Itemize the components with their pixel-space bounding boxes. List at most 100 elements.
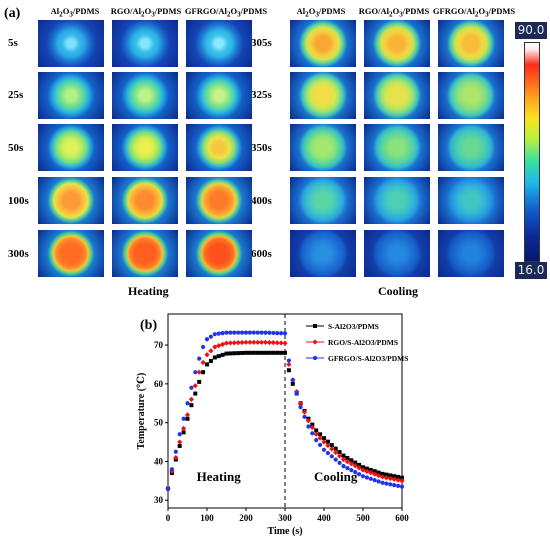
cooling-row-label: 325s xyxy=(251,89,272,101)
cooling-row-label: 400s xyxy=(251,195,272,207)
data-point xyxy=(329,446,335,452)
panel-b-label: (b) xyxy=(140,318,158,333)
thermal-image xyxy=(364,230,430,277)
data-point xyxy=(360,474,366,479)
thermal-image xyxy=(186,72,252,119)
data-point xyxy=(337,460,342,465)
data-point xyxy=(364,466,369,471)
x-tick-label: 0 xyxy=(166,513,171,523)
thermal-image xyxy=(186,177,252,224)
data-point xyxy=(197,379,202,384)
data-point xyxy=(196,369,202,375)
data-point xyxy=(204,352,210,358)
data-point xyxy=(357,462,362,467)
data-point xyxy=(197,356,202,361)
data-point xyxy=(399,478,405,484)
data-point xyxy=(305,418,311,424)
data-point xyxy=(259,339,265,345)
data-point xyxy=(379,474,386,480)
data-point xyxy=(251,330,256,335)
thermal-image xyxy=(38,20,104,67)
data-point xyxy=(231,340,237,346)
data-point xyxy=(309,424,315,431)
heating-row-label: 300s xyxy=(8,248,29,260)
data-point xyxy=(216,331,221,336)
data-point xyxy=(352,463,358,469)
data-point xyxy=(278,340,284,346)
data-point xyxy=(396,474,401,479)
data-point xyxy=(247,350,252,355)
thermal-image xyxy=(112,124,178,171)
data-point xyxy=(232,351,237,356)
data-point xyxy=(247,330,252,335)
data-point xyxy=(322,436,326,441)
heating-row-label: 100s xyxy=(8,195,29,207)
data-point xyxy=(325,442,331,449)
data-point xyxy=(294,391,299,396)
data-point xyxy=(239,339,245,346)
thermal-image xyxy=(438,72,504,119)
data-point xyxy=(337,450,342,455)
cooling-col-header-2: RGO/Al2O3/PDMS xyxy=(358,6,430,19)
data-point xyxy=(208,334,213,339)
data-point xyxy=(227,340,233,346)
thermal-image xyxy=(112,230,178,277)
data-point xyxy=(290,381,295,386)
legend-entry: RGO/S-Al2O3/PDMS xyxy=(328,338,398,347)
thermal-image xyxy=(38,124,104,171)
thermal-image xyxy=(290,177,356,224)
data-point xyxy=(349,468,354,473)
data-point xyxy=(173,449,178,454)
heating-row-label: 50s xyxy=(8,142,24,154)
data-point xyxy=(270,340,276,346)
data-point xyxy=(240,350,245,355)
data-point xyxy=(372,469,377,474)
data-point xyxy=(357,472,362,477)
data-point xyxy=(329,454,334,459)
data-point xyxy=(356,465,362,471)
cooling-section-label: Cooling xyxy=(378,284,419,298)
legend-entry: GFRGO/S-Al2O3/PDMS xyxy=(328,354,408,363)
data-point xyxy=(368,467,373,472)
data-point xyxy=(400,475,404,480)
data-point xyxy=(212,344,218,350)
heating-annotation: Heating xyxy=(197,469,242,484)
colorbar-min-label: 16.0 xyxy=(515,262,547,279)
data-point xyxy=(395,477,401,483)
data-point xyxy=(201,370,206,375)
legend-marker xyxy=(312,339,318,345)
data-point xyxy=(216,343,222,349)
data-point xyxy=(181,425,187,432)
data-point xyxy=(383,475,389,481)
data-point xyxy=(310,422,315,427)
data-point xyxy=(189,403,194,408)
heating-col-header-1: Al2O3/PDMS xyxy=(50,6,100,19)
data-point xyxy=(271,350,276,355)
heating-col-header-3: GFRGO/Al2O3/PDMS xyxy=(184,6,268,19)
data-point xyxy=(384,472,389,477)
data-point xyxy=(235,340,241,346)
data-point xyxy=(345,455,350,460)
data-point xyxy=(177,432,182,437)
cooling-annotation: Cooling xyxy=(314,469,358,484)
data-point xyxy=(279,331,284,336)
data-point xyxy=(345,466,350,471)
data-point xyxy=(396,483,401,488)
data-point xyxy=(267,330,272,335)
thermal-image xyxy=(364,20,430,67)
data-point xyxy=(165,486,171,491)
thermal-image xyxy=(112,72,178,119)
data-point xyxy=(391,476,397,482)
thermal-image xyxy=(112,177,178,224)
data-point xyxy=(368,470,374,476)
data-point xyxy=(185,416,190,421)
data-point xyxy=(247,339,253,345)
data-point xyxy=(353,470,358,475)
data-point xyxy=(321,439,327,445)
data-point xyxy=(333,449,339,456)
data-point xyxy=(236,351,241,356)
data-point xyxy=(344,458,350,465)
thermal-image xyxy=(438,20,504,67)
data-point xyxy=(208,348,214,354)
